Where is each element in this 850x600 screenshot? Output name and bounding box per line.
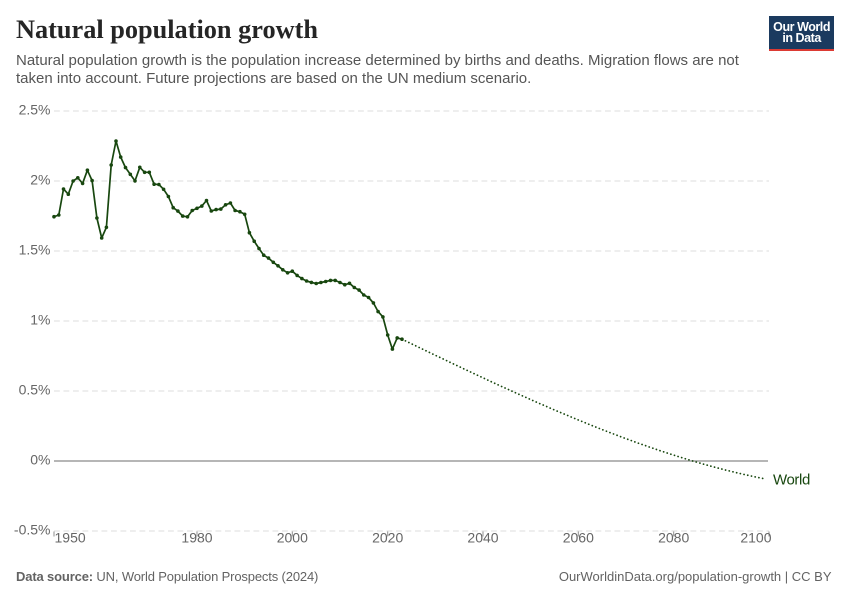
svg-text:2100: 2100 (740, 530, 771, 546)
svg-text:2.5%: 2.5% (19, 102, 51, 118)
svg-text:0%: 0% (30, 452, 50, 468)
svg-text:1.5%: 1.5% (19, 242, 51, 258)
svg-text:2020: 2020 (372, 530, 403, 546)
svg-text:2080: 2080 (658, 530, 689, 546)
svg-text:2%: 2% (30, 172, 50, 188)
svg-text:1%: 1% (30, 312, 50, 328)
svg-text:-0.5%: -0.5% (14, 522, 51, 538)
svg-text:1980: 1980 (181, 530, 212, 546)
svg-text:2060: 2060 (563, 530, 594, 546)
svg-text:0.5%: 0.5% (19, 382, 51, 398)
svg-text:1950: 1950 (55, 530, 86, 546)
svg-text:2040: 2040 (467, 530, 498, 546)
svg-text:2000: 2000 (277, 530, 308, 546)
svg-text:World: World (773, 471, 810, 488)
